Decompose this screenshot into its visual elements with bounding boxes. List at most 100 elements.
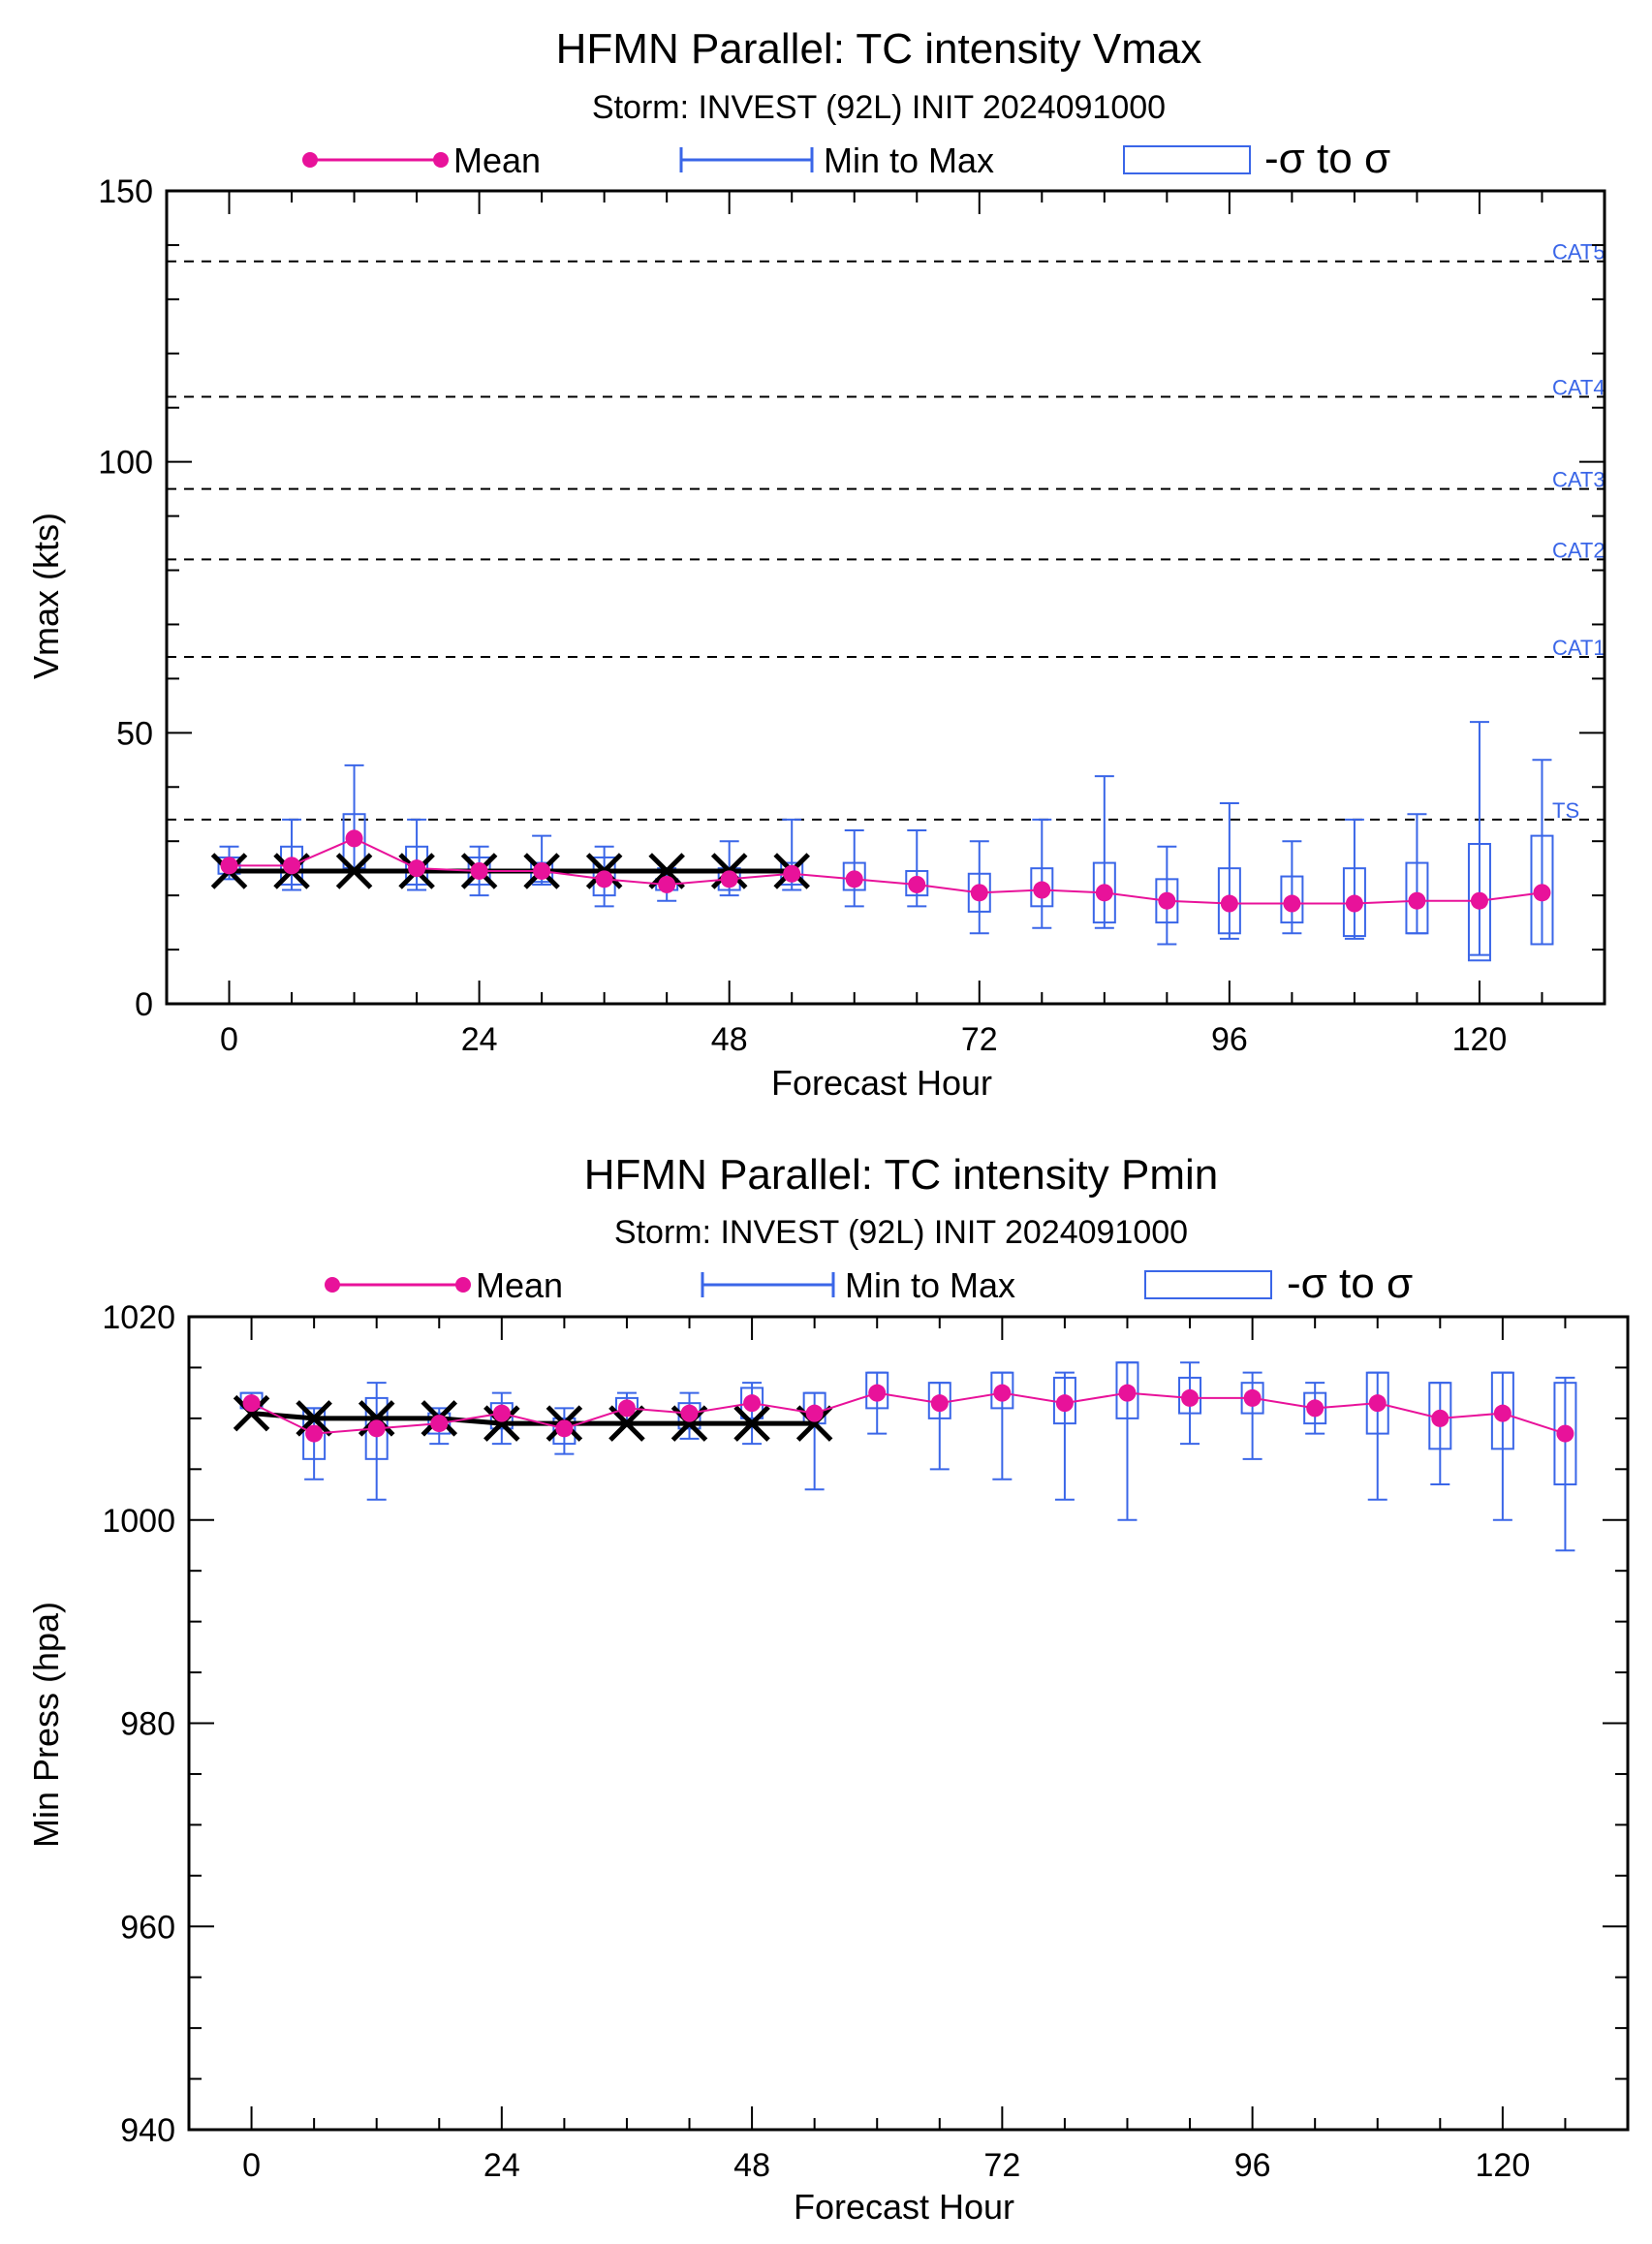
vmax-panel: HFMN Parallel: TC intensity Vmax Storm: …: [26, 25, 1606, 1103]
sigma-box: [1280, 875, 1304, 924]
mean-point: [908, 875, 926, 893]
mean-point: [1556, 1424, 1574, 1443]
sigma-box: [1405, 861, 1429, 935]
legend-sigma-label: -σ to σ: [1287, 1260, 1413, 1307]
sigma-box: [405, 845, 429, 886]
reference-label: CAT5: [1552, 240, 1605, 265]
x-tick-label: 48: [711, 1021, 748, 1058]
sigma-box: [1553, 1382, 1577, 1486]
mean-point: [1158, 891, 1176, 910]
mean-point: [408, 859, 426, 878]
mean-point: [345, 829, 363, 848]
sigma-box: [1030, 867, 1054, 908]
observed-marker: [733, 1405, 770, 1442]
x-tick-label: 0: [242, 2147, 261, 2184]
legend: Mean Min to Max -σ to σ: [325, 1260, 1413, 1307]
sigma-box: [592, 856, 616, 897]
mean-point: [617, 1399, 636, 1418]
y-tick-label: 1020: [102, 1299, 175, 1336]
sigma-box: [990, 1371, 1014, 1410]
mean-series: [242, 1384, 1574, 1443]
mean-point: [680, 1404, 699, 1422]
mean-point: [367, 1419, 386, 1438]
mean-point: [1493, 1404, 1512, 1422]
sigma-box: [740, 1387, 764, 1419]
y-axis: 940 960 980 1000 1020: [102, 1299, 1628, 2149]
reference-label: CAT4: [1552, 376, 1605, 400]
x-tick-label: 48: [733, 2147, 770, 2184]
legend: Mean Min to Max -σ to σ: [302, 135, 1390, 182]
pmin-panel: HFMN Parallel: TC intensity Pmin Storm: …: [26, 1151, 1630, 2227]
mean-point: [1306, 1399, 1325, 1418]
chart-subtitle: Storm: INVEST (92L) INIT 2024091000: [614, 1214, 1188, 1251]
legend-range-label: Min to Max: [824, 140, 994, 180]
mean-point: [805, 1404, 824, 1422]
mean-point: [743, 1394, 762, 1413]
observed-marker: [335, 853, 373, 889]
reference-label: CAT2: [1552, 538, 1605, 562]
y-tick-label: 980: [120, 1706, 175, 1743]
sigma-box: [842, 861, 866, 891]
sigma-box: [1467, 842, 1491, 962]
chart-title: HFMN Parallel: TC intensity Vmax: [556, 25, 1202, 73]
mean-point: [783, 864, 801, 883]
legend-mean-marker: [302, 152, 318, 168]
y-tick-label: 1000: [102, 1503, 175, 1540]
x-tick-label: 96: [1211, 1021, 1248, 1058]
x-tick-label: 24: [461, 1021, 498, 1058]
y-tick-label: 50: [116, 715, 153, 752]
sigma-box: [1490, 1371, 1514, 1450]
sigma-box: [1217, 867, 1241, 935]
plot-frame: [187, 1315, 1630, 2132]
observed-marker: [296, 1400, 332, 1437]
y-tick-label: 150: [98, 173, 153, 210]
observed-marker: [483, 1405, 520, 1442]
x-tick-label: 72: [961, 1021, 998, 1058]
category-reference-lines: TS CAT1 CAT2 CAT3 CAT4 CAT5: [167, 240, 1605, 823]
mean-point: [1431, 1409, 1449, 1427]
legend-sigma-label: -σ to σ: [1264, 135, 1390, 182]
mean-point: [595, 870, 613, 888]
sigma-box: [1115, 1361, 1139, 1419]
x-tick-label: 72: [983, 2147, 1020, 2184]
observed-line: [251, 1411, 815, 1426]
mean-point: [1283, 894, 1301, 913]
legend-mean-marker: [433, 152, 449, 168]
y-tick-label: 100: [98, 445, 153, 482]
spread-boxes: [217, 721, 1554, 962]
mean-point: [220, 857, 238, 875]
legend-sigma-box: [1123, 145, 1251, 174]
x-axis-label: Forecast Hour: [794, 2187, 1014, 2227]
plot-area: 940 960 980 1000 1020 0 24 48 72 96 120: [102, 1299, 1630, 2184]
x-tick-label: 0: [220, 1021, 238, 1058]
mean-point: [1368, 1394, 1387, 1413]
mean-point: [1033, 881, 1051, 899]
mean-point: [1055, 1394, 1074, 1413]
sigma-box: [1178, 1376, 1202, 1415]
mean-point: [470, 861, 488, 880]
mean-point: [533, 861, 551, 880]
y-tick-label: 0: [135, 986, 153, 1023]
mean-point: [1095, 884, 1113, 902]
mean-point: [993, 1384, 1012, 1402]
y-axis-label: Vmax (kts): [26, 513, 66, 679]
mean-point: [1243, 1388, 1262, 1407]
observed-marker: [233, 1394, 270, 1432]
x-axis: 0 24 48 72 96 120: [220, 191, 1605, 1058]
mean-point: [930, 1394, 949, 1413]
x-tick-label: 120: [1476, 2147, 1531, 2184]
legend-mean-label: Mean: [453, 140, 541, 180]
plot-frame: [165, 189, 1606, 1006]
plot-area: TS CAT1 CAT2 CAT3 CAT4 CAT5 0 50 100 150 0 24 48 72…: [98, 173, 1606, 1058]
x-axis: 0 24 48 72 96 120: [242, 1317, 1629, 2184]
mean-point: [970, 884, 988, 902]
legend-mean-label: Mean: [476, 1265, 563, 1305]
chart-subtitle: Storm: INVEST (92L) INIT 2024091000: [592, 89, 1166, 126]
legend-range-label: Min to Max: [845, 1265, 1015, 1305]
spread-boxes: [239, 1361, 1577, 1552]
mean-point: [1470, 891, 1488, 910]
mean-point: [1408, 891, 1426, 910]
mean-point: [845, 870, 863, 888]
y-axis-label: Min Press (hpa): [26, 1602, 66, 1848]
